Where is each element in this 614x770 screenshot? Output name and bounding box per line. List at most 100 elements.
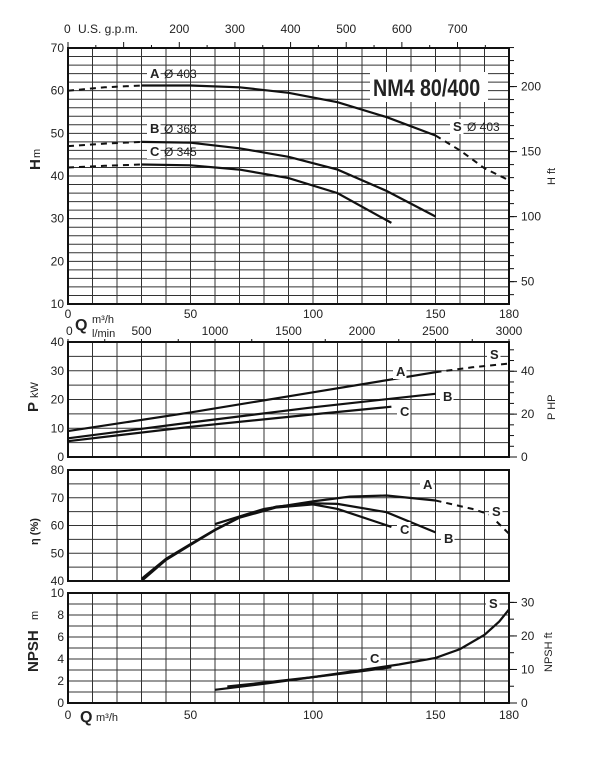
power-curve-C: [67, 405, 392, 443]
efficiency-label-S-bg: [489, 504, 503, 519]
power-label-A: A: [396, 364, 406, 379]
head-label-C-bg: [147, 144, 161, 159]
power-curve-S-dashed: [435, 362, 510, 374]
head-x-tick-label: 0: [65, 307, 72, 321]
head-axis-unit: m: [31, 149, 43, 158]
efficiency-label-B: B: [444, 531, 453, 546]
head-curve-A-dashed: [67, 84, 142, 92]
npsh-y-tick-label: 4: [57, 652, 64, 666]
npsh-label-S: S: [489, 596, 498, 611]
npsh-x-tick-label: 100: [303, 708, 323, 722]
head-curve-B-dashed: [67, 140, 142, 148]
power-label-C-bg: [397, 404, 411, 419]
head-x-tick-label: 50: [184, 307, 198, 321]
lmin-tick-label: 1000: [202, 324, 229, 338]
q-unit-top: m³/h: [92, 314, 114, 326]
npsh-x-tick-label: 180: [499, 708, 519, 722]
npsh-label-C-bg: [367, 651, 381, 666]
npsh-y-tick-label: 8: [57, 608, 64, 622]
power-curve-A: [67, 371, 436, 433]
head-ft-axis-label: H ft: [546, 168, 558, 185]
head-label-A: A: [150, 66, 160, 81]
power-curve-B: [67, 392, 436, 440]
npsh-label-C: C: [370, 651, 380, 666]
head-label-S: S: [453, 119, 462, 134]
head-label-S-bg: [450, 119, 464, 134]
head-label-A-bg: [147, 66, 161, 81]
head-x-tick-label: 180: [499, 307, 519, 321]
head-diameter-S: Ø 403: [467, 120, 500, 134]
head-right-tick-label: 50: [521, 275, 535, 289]
head-curve-S-dashed: [434, 134, 510, 182]
efficiency-y-tick-label: 60: [51, 519, 65, 533]
power-label-B-bg: [440, 389, 454, 404]
npsh-x-tick-label: 50: [184, 708, 198, 722]
head-right-tick-label: 150: [521, 145, 541, 159]
power-y-tick-label: 0: [57, 450, 64, 464]
head-right-tick-label: 200: [521, 80, 541, 94]
efficiency-label-C: C: [400, 522, 410, 537]
power-label-C: C: [400, 404, 410, 419]
power-label-A-bg: [393, 364, 407, 379]
lmin-axis-label: l/min: [92, 328, 115, 340]
efficiency-label-A-bg: [420, 477, 434, 492]
model-title-bg: [370, 72, 488, 102]
gpm-tick-label: 300: [225, 22, 245, 36]
head-right-tick-label: 100: [521, 210, 541, 224]
gpm-tick-label: 400: [281, 22, 301, 36]
lmin-tick-label: 2000: [349, 324, 376, 338]
power-axis-unit: kW: [29, 382, 41, 399]
power-label-S: S: [490, 347, 499, 362]
head-curve-C: [141, 163, 392, 224]
lmin-tick-label: 1500: [275, 324, 302, 338]
npsh-y-tick-label: 6: [57, 630, 64, 644]
gpm-tick-label: 500: [336, 22, 356, 36]
efficiency-axis-label: η (%): [29, 518, 41, 545]
lmin-tick-label: 3000: [496, 324, 523, 338]
npsh-right-tick-label: 10: [521, 662, 535, 676]
power-y-tick-label: 10: [51, 421, 65, 435]
head-label-C: C: [150, 144, 160, 159]
npsh-right-tick-label: 0: [521, 696, 528, 710]
npsh-ft-axis-label: NPSH ft: [543, 632, 555, 672]
head-curve-B: [141, 140, 437, 218]
power-y-tick-label: 20: [51, 393, 65, 407]
head-axis-symbol: H: [27, 159, 44, 170]
npsh-x-tick-label: 0: [65, 708, 72, 722]
npsh-label-S-bg: [486, 596, 500, 611]
head-curve-A: [141, 84, 436, 137]
head-x-tick-label: 100: [303, 307, 323, 321]
npsh-y-tick-label: 10: [51, 586, 65, 600]
npsh-x-tick-label: 150: [425, 708, 445, 722]
power-right-tick-label: 0: [521, 450, 528, 464]
head-y-tick-label: 40: [51, 169, 65, 183]
power-hp-axis-label: P HP: [546, 395, 558, 420]
efficiency-frame: [67, 469, 510, 582]
efficiency-curve-C: [140, 503, 392, 582]
head-frame: [67, 47, 510, 305]
q-unit-bottom: m³/h: [96, 712, 118, 724]
efficiency-y-tick-label: 50: [51, 546, 65, 560]
efficiency-label-A: A: [423, 477, 433, 492]
head-y-tick-label: 60: [51, 84, 65, 98]
q-symbol-bottom: Q: [80, 709, 92, 726]
npsh-right-tick-label: 20: [521, 629, 535, 643]
gpm-tick-label: 600: [392, 22, 412, 36]
power-y-tick-label: 40: [51, 335, 65, 349]
npsh-frame: [67, 592, 510, 704]
q-symbol-top: Q: [75, 317, 87, 334]
efficiency-y-tick-label: 40: [51, 574, 65, 588]
power-label-S-bg: [487, 347, 501, 362]
model-title: NM4 80/400: [373, 74, 480, 101]
head-y-tick-label: 70: [51, 41, 65, 55]
efficiency-label-B-bg: [441, 531, 455, 546]
head-y-tick-label: 30: [51, 212, 65, 226]
power-y-tick-label: 30: [51, 364, 65, 378]
efficiency-label-S: S: [492, 504, 501, 519]
npsh-axis-symbol: NPSH: [25, 630, 42, 672]
head-y-tick-label: 50: [51, 126, 65, 140]
head-y-tick-label: 20: [51, 254, 65, 268]
efficiency-label-C-bg: [397, 522, 411, 537]
efficiency-curve-S-dashed: [435, 499, 510, 535]
head-y-tick-label: 10: [51, 297, 65, 311]
